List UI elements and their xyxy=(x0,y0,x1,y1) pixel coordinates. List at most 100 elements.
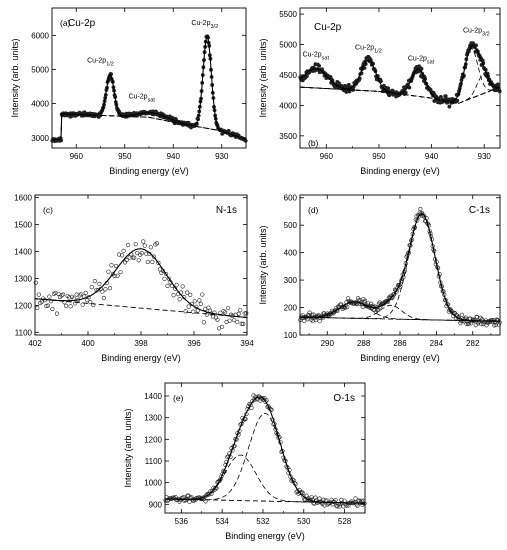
data-point xyxy=(315,500,320,506)
data-point xyxy=(162,276,167,281)
data-point xyxy=(45,303,50,308)
y-axis-label: Intensity (arb. units) xyxy=(123,408,133,487)
data-point xyxy=(321,497,326,502)
data-point xyxy=(113,263,119,269)
data-point xyxy=(174,282,179,287)
peak-annotation-main: Cu-2p xyxy=(463,27,482,34)
data-point xyxy=(47,294,52,299)
chart-d: 290 288 286 284 282 100 200 300 400 500 600 Binding… xyxy=(258,194,502,363)
data-point xyxy=(142,243,147,248)
data-point xyxy=(445,301,450,307)
x-tick-label: 400 xyxy=(81,339,95,348)
data-point xyxy=(364,56,369,60)
component-peak xyxy=(34,248,248,318)
fit-envelope xyxy=(52,34,247,141)
data-point xyxy=(321,311,326,316)
data-point xyxy=(447,104,452,109)
data-point xyxy=(236,311,241,316)
x-tick-label: 930 xyxy=(478,152,492,161)
data-point xyxy=(376,301,381,306)
data-point xyxy=(91,303,96,308)
panel-label: (d) xyxy=(308,205,319,215)
data-point xyxy=(311,312,316,317)
x-tick-label: 930 xyxy=(215,152,229,161)
x-tick-label: 532 xyxy=(256,517,270,526)
x-tick-label: 536 xyxy=(175,517,189,526)
x-axis-label: Binding energy (eV) xyxy=(360,166,440,176)
component-peak xyxy=(299,68,501,104)
peak-annotation: Cu-2p1/2 xyxy=(87,58,114,68)
y-tick-label: 500 xyxy=(284,221,298,230)
peak-annotation-sub: sat xyxy=(148,97,156,103)
data-point xyxy=(339,497,344,502)
data-point xyxy=(402,85,406,90)
data-point xyxy=(334,503,339,508)
x-tick-label: 960 xyxy=(320,152,334,161)
peak-annotation: Cu-2psat xyxy=(303,52,330,62)
y-tick-label: 4500 xyxy=(279,71,297,80)
y-tick-label: 1400 xyxy=(14,248,32,257)
data-point xyxy=(313,62,318,67)
data-point xyxy=(183,498,188,503)
chart-a: 960 950 940 930 3000 4000 5000 6000 Binding ener… xyxy=(10,7,248,176)
data-point xyxy=(166,276,172,281)
data-point xyxy=(317,319,322,324)
peak-annotation: Cu-2psat xyxy=(408,55,435,65)
y-tick-label: 200 xyxy=(284,304,298,313)
data-point xyxy=(63,303,69,309)
data-point xyxy=(170,495,175,500)
y-tick-label: 1500 xyxy=(14,221,32,230)
data-point xyxy=(48,299,54,304)
data-point xyxy=(148,245,153,250)
peak-annotation: Cu-2p3/2 xyxy=(463,27,490,37)
data-point xyxy=(74,292,79,297)
y-tick-label: 600 xyxy=(284,194,298,203)
data-point xyxy=(473,323,478,328)
component-peak xyxy=(299,75,501,104)
data-point xyxy=(202,494,207,499)
x-axis-label: Binding energy (eV) xyxy=(109,166,189,176)
data-point xyxy=(220,131,225,136)
peak-annotation-main: Cu-2p xyxy=(355,44,374,51)
x-tick-label: 530 xyxy=(297,517,311,526)
data-point xyxy=(435,100,440,105)
panel-label: (a) xyxy=(60,18,71,28)
data-point xyxy=(54,311,60,316)
data-point xyxy=(300,490,305,495)
data-point xyxy=(298,490,303,496)
data-point xyxy=(337,504,342,509)
data-point xyxy=(159,270,164,275)
data-point xyxy=(496,322,501,327)
fit-envelope xyxy=(299,44,501,103)
component-peak xyxy=(165,454,365,504)
data-point xyxy=(121,248,126,253)
component-peak xyxy=(165,412,365,504)
data-point xyxy=(206,492,211,497)
x-tick-label: 950 xyxy=(372,152,386,161)
y-tick-label: 1200 xyxy=(14,301,32,310)
data-point xyxy=(465,319,470,324)
data-point xyxy=(458,320,463,326)
data-point xyxy=(172,496,177,501)
data-point xyxy=(183,309,188,314)
data-point xyxy=(186,304,191,309)
y-tick-label: 1000 xyxy=(144,479,162,488)
data-point xyxy=(188,292,193,297)
y-tick-label: 1100 xyxy=(145,457,163,466)
x-tick-label: 534 xyxy=(215,517,229,526)
data-point xyxy=(251,393,256,398)
data-point xyxy=(80,302,85,307)
y-tick-label: 900 xyxy=(149,500,163,509)
element-label: Cu-2p xyxy=(314,22,342,33)
y-tick-label: 5500 xyxy=(279,10,297,19)
data-point xyxy=(68,304,73,309)
data-point xyxy=(156,260,161,265)
data-point xyxy=(44,303,49,309)
data-point xyxy=(185,493,190,498)
panel-label: (e) xyxy=(173,393,184,403)
data-point xyxy=(492,323,497,328)
data-point xyxy=(141,239,146,244)
panel-label: (c) xyxy=(43,205,53,215)
y-tick-label: 400 xyxy=(284,249,298,258)
x-tick-label: 398 xyxy=(134,339,148,348)
